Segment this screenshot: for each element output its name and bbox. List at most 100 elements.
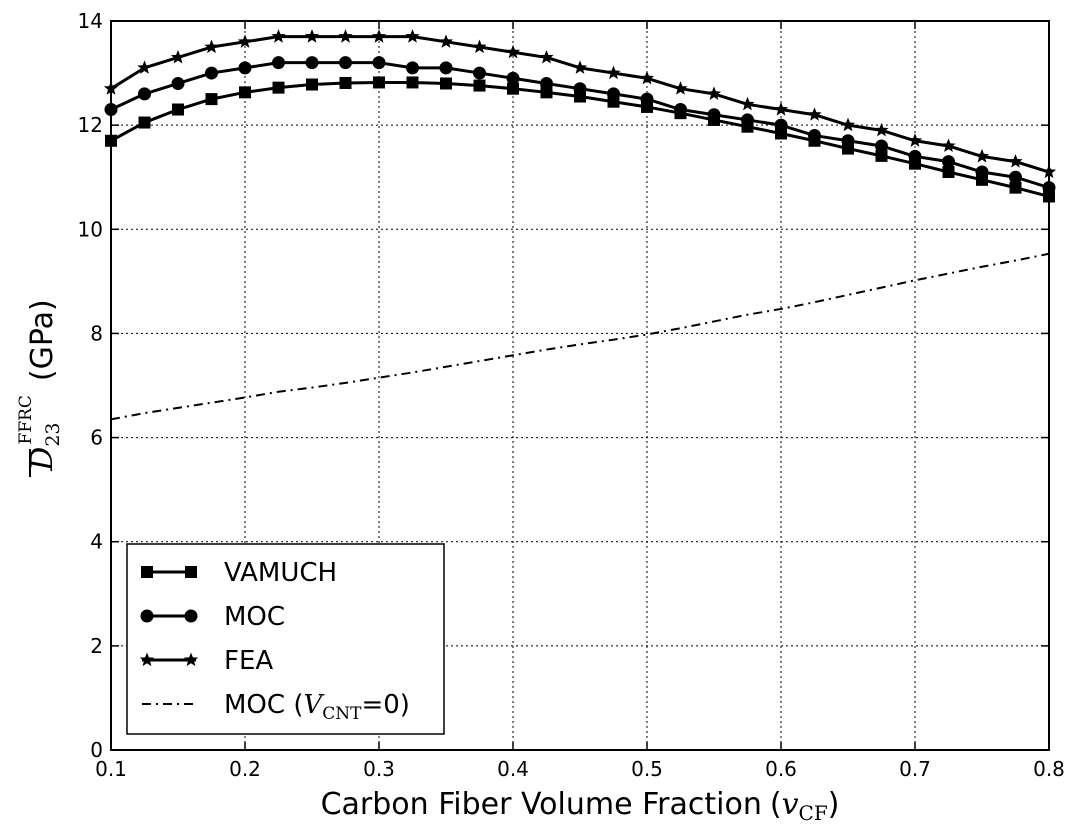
data-point [272, 56, 285, 70]
y-tick-label: 14 [78, 9, 103, 33]
data-point [406, 61, 419, 75]
y-tick-label: 4 [90, 530, 103, 554]
data-point [473, 66, 486, 80]
data-point [1009, 181, 1022, 194]
data-point [272, 81, 285, 94]
legend-marker [183, 652, 199, 667]
data-point [975, 165, 989, 179]
data-point [138, 87, 151, 101]
data-point [908, 149, 922, 163]
x-tick-label: 0.1 [95, 757, 127, 781]
data-point [674, 103, 687, 117]
data-point [204, 39, 219, 54]
data-point [874, 122, 889, 137]
x-tick-label: 0.7 [899, 757, 931, 781]
data-point [439, 61, 453, 75]
data-point [406, 76, 419, 89]
x-tick-label: 0.5 [631, 757, 663, 781]
data-point [205, 66, 218, 80]
y-axis-label: D23 FFRC (GPa) [16, 299, 64, 477]
data-point [473, 79, 486, 92]
x-axis-label: Carbon Fiber Volume Fraction (vCF) [321, 787, 840, 825]
data-point [774, 118, 788, 132]
data-point [172, 103, 184, 116]
x-tick-labels: 0.1 0.2 0.3 0.4 0.5 0.6 0.7 0.8 [95, 757, 1065, 781]
data-point [808, 129, 821, 143]
y-axis-label-sup: FFRC [16, 395, 36, 444]
x-axis-label-symbol: v [782, 787, 799, 822]
data-point [205, 93, 218, 106]
data-point [875, 149, 888, 162]
data-point [305, 56, 319, 70]
y-tick-label: 12 [78, 113, 103, 137]
data-point [706, 86, 722, 100]
y-tick-label: 8 [90, 321, 103, 345]
legend-label: VAMUCH [224, 558, 337, 588]
data-point [506, 71, 520, 85]
y-tick-labels: 0 2 4 6 8 10 12 14 [78, 9, 103, 762]
legend-label: MOC [224, 602, 285, 632]
x-tick-label: 0.2 [229, 757, 261, 781]
legend-label: MOC (VCNT=0) [224, 690, 410, 724]
data-point [573, 82, 587, 96]
data-point [840, 117, 856, 132]
data-point [941, 138, 956, 153]
data-point [907, 133, 923, 147]
data-point [438, 34, 454, 48]
data-point [807, 107, 822, 121]
data-point [673, 81, 688, 95]
data-point [572, 60, 588, 74]
data-point [507, 82, 519, 95]
data-point [540, 76, 553, 90]
data-point [405, 29, 420, 43]
data-point [1009, 170, 1022, 184]
data-point [640, 92, 654, 106]
data-point [138, 116, 151, 129]
legend-box [126, 543, 445, 735]
data-point [239, 86, 251, 99]
series-layer [103, 29, 1057, 421]
data-point [539, 49, 554, 64]
x-tick-label: 0.3 [363, 757, 395, 781]
series-2 [103, 29, 1057, 179]
data-point [740, 96, 755, 111]
legend: VAMUCH MOC FEA MOC (VCNT=0) [126, 543, 445, 735]
legend-label: FEA [224, 646, 273, 676]
data-point [974, 148, 990, 163]
data-point [271, 29, 286, 43]
data-point [373, 76, 385, 89]
svg-text:D23FFRC(GPa): D23 FFRC (GPa) [16, 299, 64, 471]
data-point [1008, 154, 1023, 168]
legend-entry: FEA [139, 646, 273, 676]
y-tick-label: 0 [90, 738, 103, 762]
data-point [942, 155, 955, 169]
legend-entry: MOC (VCNT=0) [142, 690, 410, 724]
plot-frame [110, 20, 1050, 751]
data-point [440, 77, 452, 90]
data-point [540, 86, 553, 99]
data-point [237, 34, 253, 48]
data-point [170, 49, 186, 64]
x-tick-label: 0.8 [1033, 757, 1065, 781]
data-point [741, 113, 754, 127]
data-point [505, 44, 521, 59]
x-axis-label-sub: CF [799, 801, 828, 825]
data-point [371, 29, 387, 43]
y-axis-label-symbol: D [25, 447, 60, 472]
data-point [606, 65, 621, 80]
data-point [875, 139, 888, 153]
data-point [773, 102, 789, 116]
x-tick-label: 0.4 [497, 757, 529, 781]
x-axis-label-text: Carbon Fiber Volume Fraction [321, 787, 762, 822]
legend-marker [141, 566, 153, 578]
legend-marker [184, 609, 198, 623]
y-axis-label-unit: (GPa) [25, 299, 60, 381]
y-tick-label: 2 [90, 634, 103, 658]
data-point [339, 76, 352, 89]
data-point [306, 78, 318, 91]
data-point [171, 76, 185, 90]
data-point [372, 56, 386, 70]
legend-marker [185, 566, 197, 578]
data-point [607, 87, 620, 101]
